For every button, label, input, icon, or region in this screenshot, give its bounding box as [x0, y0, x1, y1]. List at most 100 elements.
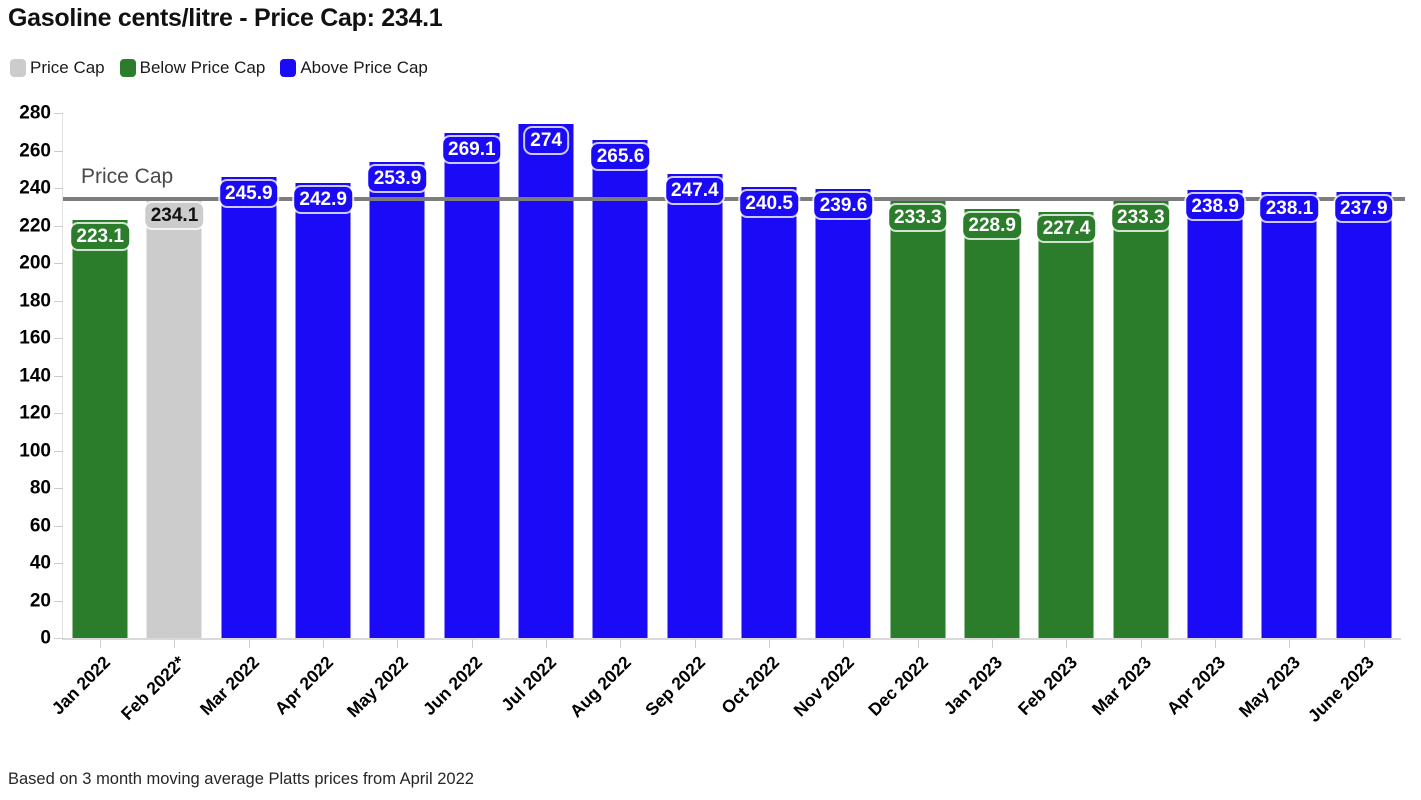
y-axis-tick-mark	[54, 150, 63, 152]
legend-swatch-above	[280, 59, 297, 77]
bar-feb-2023[interactable]	[1038, 211, 1094, 638]
x-axis-tick-label: June 2023	[1303, 652, 1378, 726]
x-axis-tick-mark	[1066, 639, 1068, 648]
bar-may-2023[interactable]	[1261, 191, 1317, 638]
bar-jan-2022[interactable]	[72, 219, 128, 638]
y-axis-tick-label: 280	[19, 102, 51, 124]
price-cap-line	[63, 197, 1405, 202]
bar-jul-2022[interactable]	[518, 124, 574, 638]
y-axis-tick-label: 100	[19, 440, 51, 461]
legend-label: Price Cap	[30, 58, 105, 77]
y-axis-tick-label: 220	[19, 215, 51, 236]
x-axis-tick-label: Aug 2022	[565, 652, 635, 722]
bar-column: 242.9 Apr 2022	[271, 113, 360, 718]
x-axis-tick-mark	[843, 639, 845, 648]
y-axis-tick-mark	[54, 225, 63, 227]
y-axis-tick-label: 240	[19, 177, 51, 199]
bar-value-label: 228.9	[963, 212, 1021, 238]
bar-column: 234.1 Feb 2022*	[117, 113, 211, 724]
x-axis-tick-label: May 2022	[342, 652, 412, 722]
x-axis-tick-mark	[323, 639, 325, 648]
x-axis-tick-mark	[992, 639, 994, 648]
y-axis-tick-label: 80	[29, 477, 51, 499]
legend: Price Cap Below Price Cap Above Price Cap	[10, 58, 428, 78]
x-axis-tick-mark	[917, 639, 919, 648]
bar-value-label: 233.3	[889, 204, 947, 230]
bar-column: 239.6 Nov 2022	[789, 113, 880, 720]
bar-column: 247.4 Sep 2022	[641, 113, 732, 720]
bar-column: 233.3 Dec 2022	[864, 113, 955, 720]
x-axis-tick-label: Apr 2022	[270, 652, 338, 719]
x-axis-tick-label: Jan 2022	[47, 652, 115, 719]
bar-column: 265.6 Aug 2022	[565, 113, 657, 721]
bar-column: 223.1 Jan 2022	[48, 113, 137, 718]
x-axis-tick-label: Jan 2023	[939, 652, 1007, 719]
bar-apr-2022[interactable]	[295, 182, 351, 638]
x-axis-tick-mark	[1140, 639, 1142, 648]
bar-column: 238.1 May 2023	[1234, 113, 1326, 721]
bar-jan-2023[interactable]	[964, 208, 1020, 638]
legend-item-cap: Price Cap	[10, 58, 105, 78]
x-axis-tick-label: Feb 2022*	[116, 652, 189, 724]
bar-jun-2022[interactable]	[444, 133, 500, 638]
x-axis-tick-label: Sep 2022	[641, 652, 709, 720]
x-axis-tick-label: Jul 2022	[497, 652, 561, 715]
bar-may-2022[interactable]	[369, 161, 425, 638]
bar-value-label: 233.3	[1112, 204, 1170, 230]
y-axis-tick-mark	[54, 413, 63, 414]
bar-june-2023[interactable]	[1336, 191, 1392, 638]
bar-column: 245.9 Mar 2022	[196, 113, 286, 719]
bar-apr-2023[interactable]	[1187, 190, 1243, 638]
x-axis-tick-mark	[620, 639, 622, 648]
bar-value-label: 247.4	[666, 178, 724, 204]
bar-column: 238.9 Apr 2023	[1163, 113, 1252, 718]
x-axis-tick-mark	[1215, 639, 1217, 648]
chart-title: Gasoline cents/litre - Price Cap: 234.1	[8, 4, 443, 32]
chart-footnote: Based on 3 month moving average Platts p…	[8, 770, 474, 788]
y-axis-tick-mark	[54, 375, 63, 377]
y-axis-tick-label: 200	[19, 252, 51, 274]
y-axis-tick-mark	[54, 450, 63, 452]
bar-dec-2022[interactable]	[890, 200, 946, 638]
bar-column: 227.4 Feb 2023	[1014, 113, 1103, 719]
bar-column: 228.9 Jan 2023	[940, 113, 1029, 718]
y-axis-tick-mark	[54, 525, 63, 527]
y-axis-tick-label: 40	[29, 552, 51, 574]
bar-mar-2023[interactable]	[1113, 200, 1169, 638]
bar-value-label: 223.1	[71, 223, 129, 249]
y-axis-tick-mark	[54, 113, 63, 114]
bar-nov-2022[interactable]	[815, 188, 871, 638]
bar-column: 233.3 Mar 2023	[1088, 113, 1178, 719]
x-axis-tick-label: Dec 2022	[864, 652, 932, 720]
bar-oct-2022[interactable]	[741, 187, 797, 638]
y-axis-tick-mark	[54, 638, 63, 639]
bar-value-label: 245.9	[220, 180, 278, 206]
bar-value-label: 238.1	[1260, 195, 1319, 221]
x-axis-tick-mark	[397, 639, 399, 648]
x-axis-tick-mark	[546, 639, 548, 648]
y-axis-tick-mark	[54, 563, 63, 564]
bar-mar-2022[interactable]	[221, 176, 277, 638]
bar-column: 237.9 June 2023	[1304, 113, 1401, 726]
y-axis-tick-label: 260	[19, 140, 51, 161]
legend-swatch-below	[119, 59, 136, 77]
y-axis-tick-mark	[54, 300, 63, 302]
bar-value-label: 240.5	[740, 191, 798, 217]
bar-column: 253.9 May 2022	[342, 113, 434, 721]
x-axis-tick-mark	[174, 639, 176, 648]
y-axis-tick-mark	[54, 263, 63, 264]
x-axis-tick-label: Jun 2022	[418, 652, 486, 720]
bar-column: 240.5 Oct 2022	[718, 113, 806, 718]
bar-value-label: 274	[525, 128, 568, 154]
bar-value-label: 253.9	[368, 165, 427, 191]
bar-column: 274 Jul 2022	[497, 113, 583, 715]
x-axis-tick-mark	[471, 639, 473, 648]
y-axis-tick-label: 60	[29, 515, 51, 536]
legend-swatch-cap	[10, 59, 26, 77]
bar-value-label: 242.9	[294, 186, 352, 212]
bar-sep-2022[interactable]	[667, 174, 723, 638]
y-axis-tick-label: 120	[19, 402, 51, 424]
y-axis-tick-mark	[54, 488, 63, 489]
bar-aug-2022[interactable]	[592, 140, 648, 638]
bar-feb-2022-[interactable]	[146, 199, 202, 638]
